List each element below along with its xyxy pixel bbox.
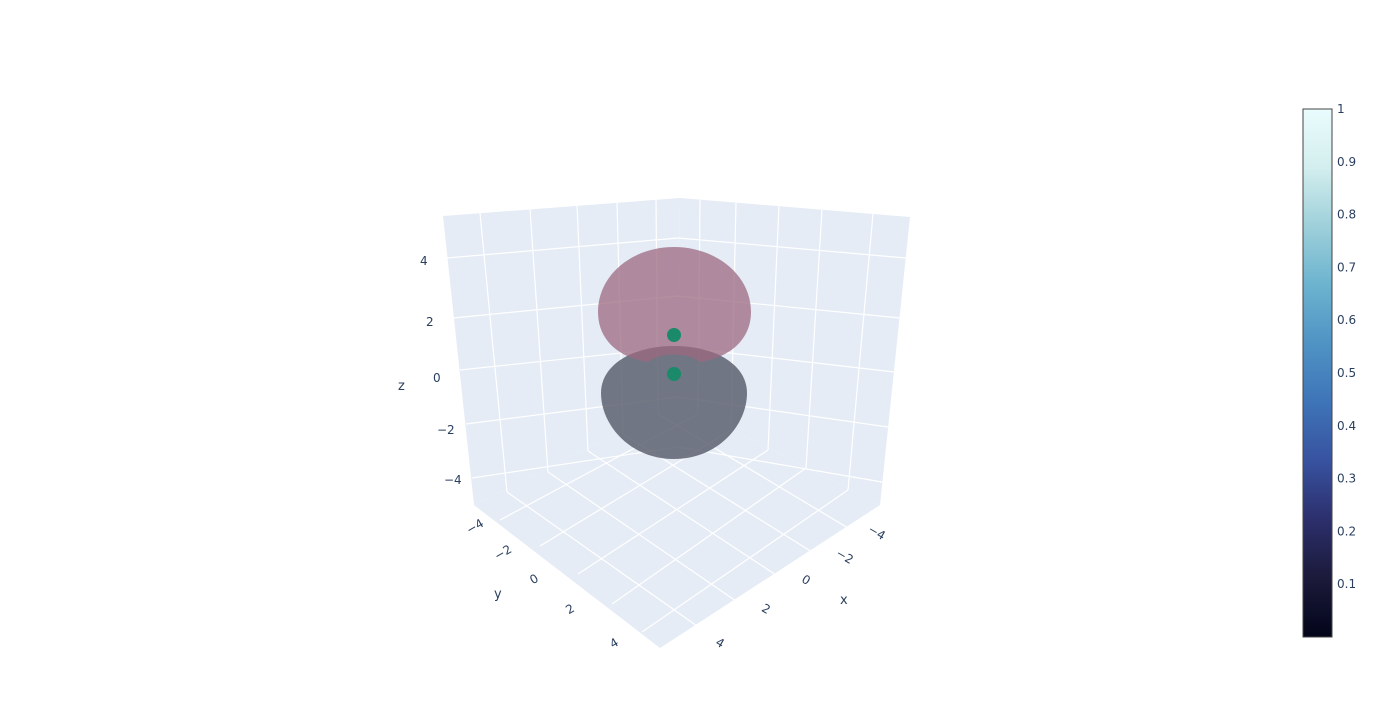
x-tick-label: 0 <box>799 572 813 588</box>
colorbar-tick-label: 0.1 <box>1337 577 1356 591</box>
x-tick-label: 2 <box>759 601 773 617</box>
lower-lobe-surface <box>601 346 747 459</box>
colorbar-tick-label: 0.5 <box>1337 366 1356 380</box>
z-tick-label: −2 <box>437 423 455 437</box>
colorbar-tick-label: 0.3 <box>1337 472 1356 486</box>
colorbar-tick-label: 0.7 <box>1337 260 1356 274</box>
y-axis-ticks: −4 −2 0 2 4 y <box>464 516 621 651</box>
x-tick-label: 4 <box>713 635 727 651</box>
z-axis-ticks: 4 2 0 −2 −4 z <box>398 254 462 487</box>
colorbar-tick-label: 0.9 <box>1337 155 1356 169</box>
y-tick-label: 2 <box>563 601 577 617</box>
y-axis-title: y <box>494 587 502 602</box>
colorbar-tick-label: 0.2 <box>1337 524 1356 538</box>
colorbar-tick-label: 0.8 <box>1337 208 1356 222</box>
z-tick-label: 0 <box>433 371 441 385</box>
z-tick-label: 2 <box>426 315 434 329</box>
y-tick-label: 4 <box>607 635 621 651</box>
colorbar-tick-label: 1 <box>1337 102 1345 116</box>
z-tick-label: 4 <box>420 254 428 268</box>
y-tick-label: −4 <box>464 516 486 537</box>
z-tick-label: −4 <box>444 473 462 487</box>
y-tick-label: −2 <box>492 542 514 563</box>
x-tick-label: −4 <box>866 522 888 543</box>
y-tick-label: 0 <box>527 571 541 587</box>
colorbar-tick-label: 0.4 <box>1337 419 1356 433</box>
x-axis-title: x <box>840 593 848 608</box>
colorbar-gradient <box>1302 108 1333 638</box>
colorbar-tick-label: 0.6 <box>1337 313 1356 327</box>
lower-point-marker <box>667 367 681 381</box>
floor-pane <box>474 402 880 648</box>
upper-lobe-surface <box>598 247 751 362</box>
x-tick-label: −2 <box>834 546 856 567</box>
orbital-lobes <box>598 247 751 459</box>
point-markers <box>667 328 681 381</box>
z-axis-title: z <box>398 379 405 394</box>
colorbar: 1 0.9 0.8 0.7 0.6 0.5 0.4 0.3 0.2 0.1 <box>1302 102 1356 638</box>
upper-point-marker <box>667 328 681 342</box>
